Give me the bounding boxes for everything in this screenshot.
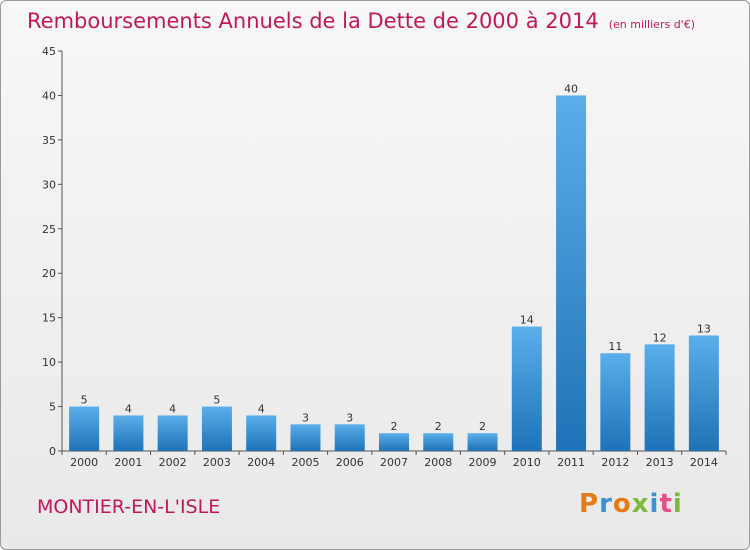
bar-2008 — [423, 433, 454, 451]
chart-title-text: Remboursements Annuels de la Dette de 20… — [27, 9, 599, 33]
x-tick-label-2011: 2011 — [557, 456, 585, 469]
x-tick-label-2004: 2004 — [247, 456, 275, 469]
y-tick-label: 10 — [42, 356, 56, 369]
y-tick-label: 35 — [42, 134, 56, 147]
commune-name: MONTIER-EN-L'ISLE — [37, 496, 221, 518]
value-label-2014: 13 — [697, 322, 711, 335]
logo-letter: i — [672, 489, 683, 519]
x-tick-label-2003: 2003 — [203, 456, 231, 469]
y-tick-label: 40 — [42, 89, 56, 102]
bar-2002 — [157, 415, 188, 451]
bar-2003 — [201, 406, 232, 451]
y-tick-label: 15 — [42, 312, 56, 325]
bar-2000 — [69, 406, 100, 451]
logo-letter: o — [612, 489, 632, 519]
x-tick-label-2000: 2000 — [70, 456, 98, 469]
chart-title: Remboursements Annuels de la Dette de 20… — [27, 9, 695, 33]
proxiti-logo: Proxiti — [579, 489, 683, 519]
y-tick-label: 5 — [49, 401, 56, 414]
logo-letter: t — [659, 489, 673, 519]
value-label-2010: 14 — [520, 314, 534, 327]
x-tick-label-2002: 2002 — [159, 456, 187, 469]
x-tick-label-2012: 2012 — [601, 456, 629, 469]
bar-2014 — [688, 335, 719, 451]
value-label-2011: 40 — [564, 82, 578, 95]
chart-unit: (en milliers d'€) — [608, 18, 695, 31]
value-label-2000: 5 — [81, 394, 88, 407]
value-label-2009: 2 — [479, 420, 486, 433]
bar-2011 — [556, 95, 587, 451]
bar-2007 — [379, 433, 409, 451]
value-label-2013: 12 — [653, 331, 667, 344]
y-tick-label: 30 — [42, 178, 56, 191]
y-tick-label: 0 — [49, 445, 56, 458]
x-tick-label-2008: 2008 — [424, 456, 452, 469]
logo-letter: P — [579, 489, 600, 519]
x-tick-label-2005: 2005 — [291, 456, 319, 469]
x-tick-label-2010: 2010 — [513, 456, 541, 469]
x-tick-label-2007: 2007 — [380, 456, 408, 469]
value-label-2004: 4 — [258, 402, 265, 415]
value-label-2003: 5 — [213, 394, 220, 407]
logo-letter: i — [649, 489, 660, 519]
value-label-2006: 3 — [346, 411, 353, 424]
value-label-2012: 11 — [608, 340, 622, 353]
x-tick-label-2006: 2006 — [336, 456, 364, 469]
bar-2001 — [113, 415, 144, 451]
bar-2004 — [246, 415, 277, 451]
x-tick-label-2014: 2014 — [690, 456, 718, 469]
y-tick-label: 20 — [42, 267, 56, 280]
value-label-2005: 3 — [302, 411, 309, 424]
bar-2010 — [511, 326, 542, 451]
y-tick-label: 45 — [42, 45, 56, 58]
bar-2005 — [290, 424, 321, 451]
bar-2013 — [644, 344, 675, 451]
bar-2012 — [600, 353, 631, 451]
x-tick-label-2013: 2013 — [646, 456, 674, 469]
bar-2009 — [467, 433, 498, 451]
x-tick-label-2001: 2001 — [114, 456, 142, 469]
bar-2006 — [334, 424, 365, 451]
x-tick-label-2009: 2009 — [469, 456, 497, 469]
value-label-2008: 2 — [435, 420, 442, 433]
value-label-2002: 4 — [169, 402, 176, 415]
y-tick-label: 25 — [42, 223, 56, 236]
value-label-2001: 4 — [125, 402, 132, 415]
value-label-2007: 2 — [391, 420, 398, 433]
logo-letter: r — [599, 489, 613, 519]
logo-letter: x — [631, 489, 650, 519]
